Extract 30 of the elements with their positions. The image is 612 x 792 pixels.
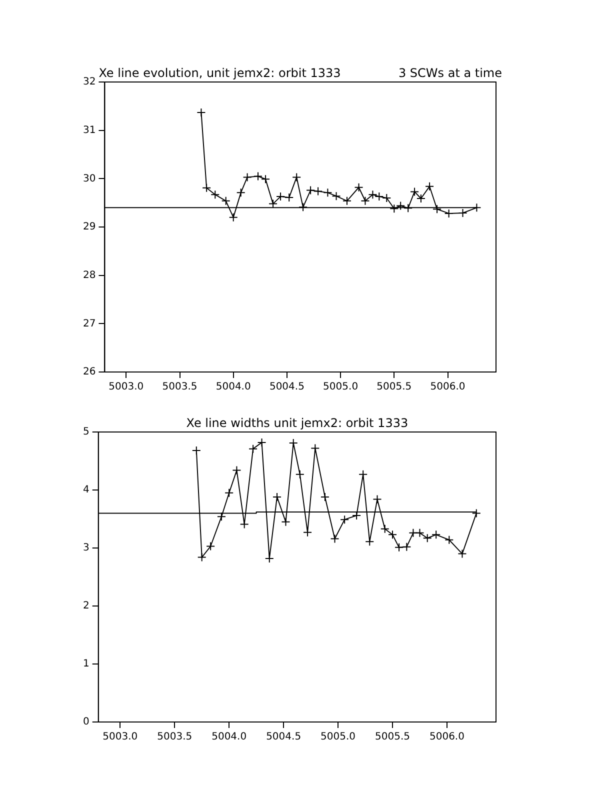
chart-title: Xe line widths unit jemx2: orbit 1333 [186,416,408,430]
x-tick-label: 5003.5 [162,382,198,393]
x-tick-label: 5003.0 [108,382,144,393]
y-tick-label: 32 [82,76,96,88]
x-tick-label: 5004.5 [269,382,304,393]
x-tick-label: 5004.0 [212,732,247,743]
y-tick-label: 5 [82,426,90,438]
x-tick-label: 5006.0 [429,732,464,743]
y-tick-label: 27 [82,318,96,330]
chart-subtitle: 3 SCWs at a time [398,66,502,80]
y-tick-label: 2 [82,600,90,612]
x-tick-label: 5003.0 [102,732,138,743]
y-tick-label: 1 [82,658,90,670]
x-tick-label: 5004.5 [266,732,302,743]
y-tick-label: 29 [82,222,96,233]
y-tick-label: 3 [82,542,90,554]
y-tick-label: 30 [82,173,96,184]
x-tick-label: 5006.0 [430,382,466,393]
y-tick-label: 26 [82,366,96,378]
x-tick-label: 5005.5 [375,732,410,743]
y-tick-label: 0 [82,716,90,728]
x-tick-label: 5003.5 [157,732,192,743]
x-tick-label: 5005.0 [323,382,358,393]
chart-title: Xe line evolution, unit jemx2: orbit 1333 [98,66,341,80]
x-tick-label: 5004.0 [216,382,251,393]
x-tick-label: 5005.5 [376,382,412,393]
x-tick-label: 5005.0 [320,732,356,743]
y-tick-label: 28 [82,270,96,281]
y-tick-label: 31 [82,124,96,136]
y-tick-label: 4 [82,484,90,496]
